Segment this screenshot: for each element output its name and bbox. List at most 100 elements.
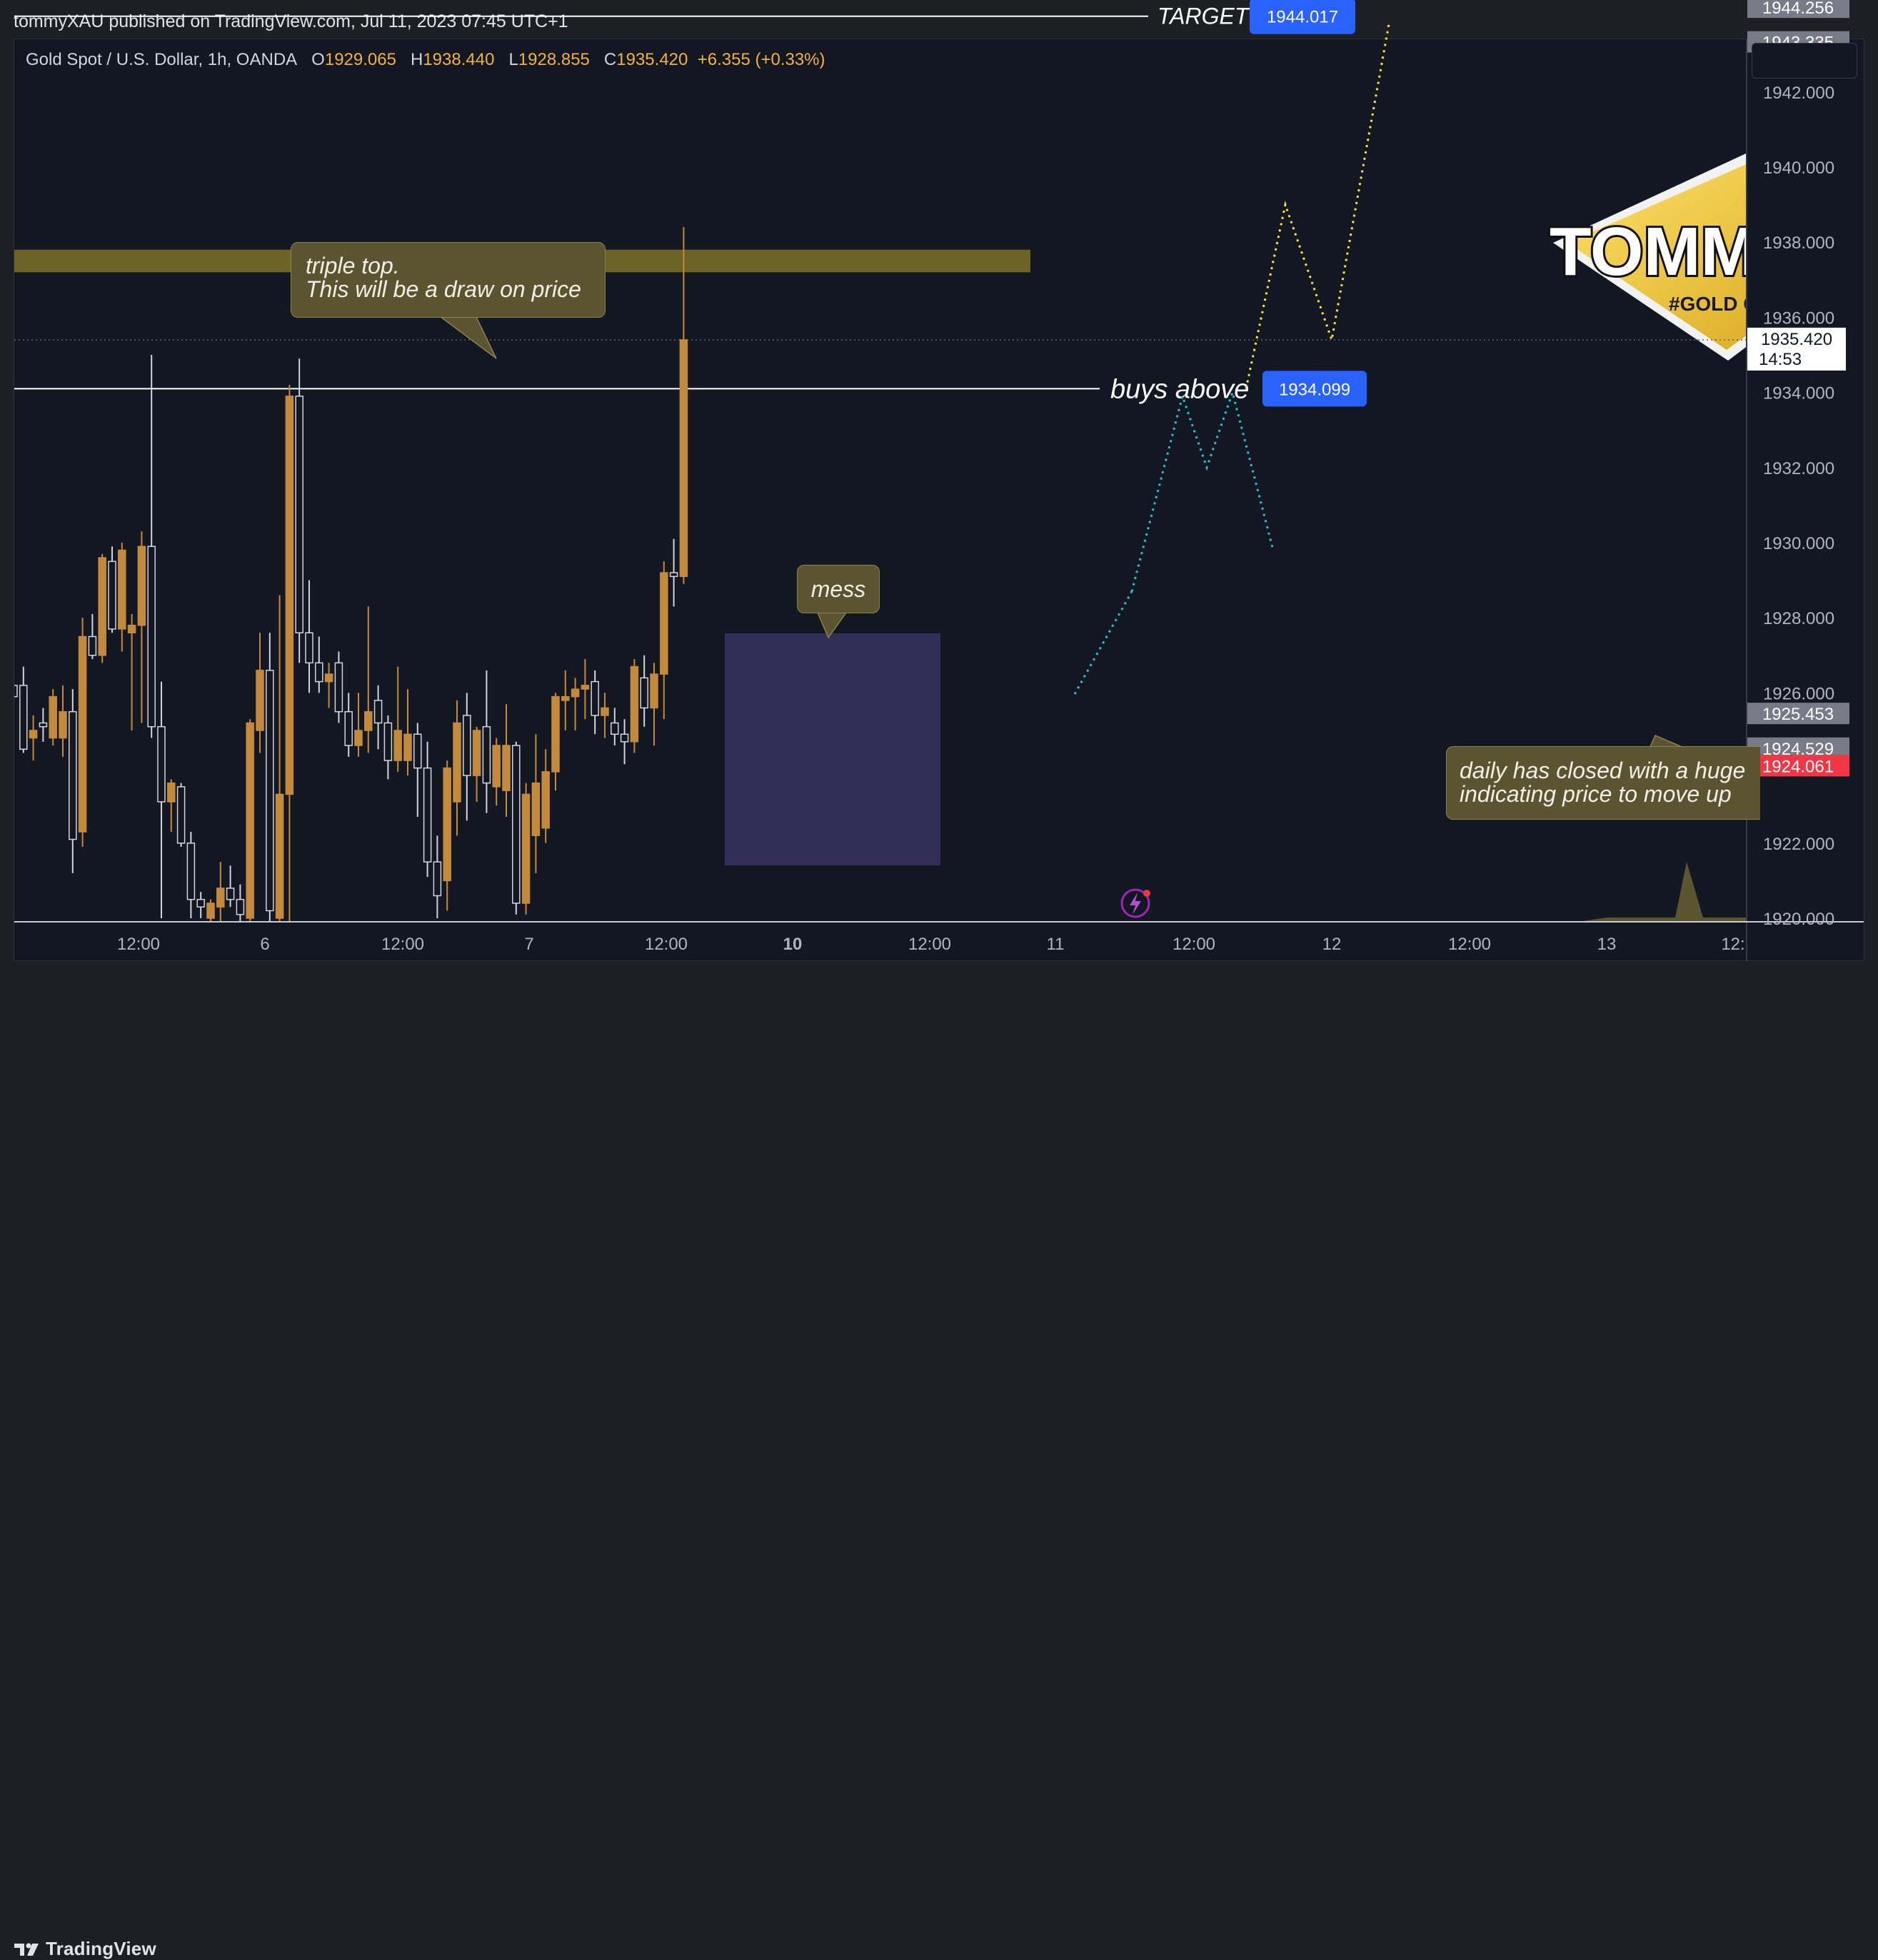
- candle[interactable]: [472, 726, 481, 802]
- candle[interactable]: [256, 633, 264, 753]
- daily-close-line2: indicating price to move up: [1460, 781, 1732, 807]
- candle-body: [256, 670, 264, 731]
- candle[interactable]: [669, 538, 678, 607]
- candle[interactable]: [137, 531, 146, 723]
- price-axis-labels: 1945.1131944.2561943.3351925.4531924.529…: [1747, 0, 1849, 777]
- candle[interactable]: [561, 670, 570, 730]
- candle[interactable]: [393, 666, 402, 772]
- candle[interactable]: [531, 734, 541, 873]
- candle[interactable]: [10, 663, 18, 708]
- candle[interactable]: [492, 738, 501, 806]
- symbol-name[interactable]: Gold Spot / U.S. Dollar, 1h, OANDA: [26, 50, 298, 69]
- time-tick: 12:00: [1173, 935, 1215, 954]
- candle-body: [601, 707, 609, 716]
- candle-body: [59, 710, 67, 739]
- candle[interactable]: [344, 693, 353, 757]
- candle[interactable]: [295, 358, 303, 663]
- daily-close-note[interactable]: daily has closed with a huge indicating …: [1446, 746, 1760, 820]
- candle[interactable]: [176, 783, 186, 848]
- candle[interactable]: [167, 779, 176, 833]
- candle[interactable]: [354, 693, 363, 757]
- candle[interactable]: [423, 741, 432, 878]
- candle[interactable]: [334, 651, 343, 723]
- candle[interactable]: [118, 543, 126, 652]
- axis-settings-box[interactable]: [1752, 43, 1857, 79]
- candle[interactable]: [236, 884, 245, 930]
- change-value: +6.355 (+0.33%): [697, 50, 825, 69]
- price-tick: 1930.000: [1763, 534, 1834, 553]
- candle[interactable]: [620, 719, 629, 765]
- target-price-text: 1944.017: [1267, 8, 1338, 27]
- candle[interactable]: [69, 689, 77, 873]
- candle[interactable]: [512, 741, 521, 915]
- price-tick: 1932.000: [1763, 459, 1834, 478]
- candle[interactable]: [581, 659, 590, 720]
- time-axis[interactable]: 12:00 6 12:00 7 12:00 10 12:00 11 12:00 12 12:00 13…: [117, 935, 1745, 954]
- countdown-text: 14:53: [1759, 350, 1802, 369]
- candle[interactable]: [98, 553, 106, 663]
- candle[interactable]: [403, 689, 412, 776]
- candle[interactable]: [364, 606, 373, 753]
- candle[interactable]: [453, 700, 461, 836]
- candle[interactable]: [226, 865, 235, 908]
- candle[interactable]: [640, 655, 648, 727]
- candle[interactable]: [59, 685, 67, 757]
- candle[interactable]: [433, 835, 442, 918]
- candle[interactable]: [19, 666, 28, 753]
- candle[interactable]: [39, 708, 48, 742]
- candle[interactable]: [29, 715, 38, 761]
- candle[interactable]: [324, 663, 333, 708]
- candle-body: [315, 662, 323, 683]
- candle[interactable]: [373, 685, 383, 750]
- candle[interactable]: [611, 708, 619, 746]
- candle[interactable]: [147, 355, 156, 738]
- candle[interactable]: [157, 681, 166, 918]
- candle-body: [679, 339, 688, 578]
- candle[interactable]: [88, 613, 97, 660]
- candle-body: [39, 722, 48, 728]
- candle[interactable]: [660, 561, 668, 720]
- candle[interactable]: [78, 618, 87, 848]
- triple-top-note[interactable]: triple top. This will be a draw on price: [291, 242, 606, 318]
- candle[interactable]: [521, 783, 531, 915]
- candle[interactable]: [551, 693, 560, 791]
- candle[interactable]: [650, 663, 658, 746]
- candle[interactable]: [246, 719, 254, 933]
- candle-body: [167, 782, 176, 803]
- candle[interactable]: [443, 760, 451, 911]
- candle-body: [433, 861, 442, 897]
- candle[interactable]: [315, 636, 323, 693]
- candle[interactable]: [216, 862, 225, 925]
- candle[interactable]: [601, 693, 609, 738]
- tradingview-brand[interactable]: TradingView: [13, 1938, 156, 1960]
- candle[interactable]: [413, 723, 422, 817]
- candle[interactable]: [305, 580, 313, 693]
- candle[interactable]: [266, 633, 274, 922]
- candle[interactable]: [186, 832, 196, 918]
- candle-body: [137, 546, 146, 626]
- candle[interactable]: [285, 385, 294, 925]
- candle-body: [630, 665, 639, 743]
- time-tick: 13: [1597, 935, 1617, 954]
- price-tag-text-gray_1: 1944.256: [1762, 0, 1834, 18]
- tommy-logo: TOMMY #GOLD GA: [1547, 154, 1747, 361]
- candle[interactable]: [502, 704, 511, 817]
- price-axis[interactable]: 1946.0001942.0001940.0001938.0001936.000…: [1763, 0, 1834, 929]
- candle[interactable]: [591, 670, 599, 735]
- candle[interactable]: [196, 892, 205, 918]
- lightning-icon[interactable]: [1120, 888, 1150, 918]
- candle[interactable]: [482, 670, 491, 813]
- candle[interactable]: [108, 546, 116, 633]
- candle[interactable]: [679, 227, 688, 584]
- mess-note[interactable]: mess: [797, 565, 880, 613]
- candle[interactable]: [49, 689, 57, 746]
- candle[interactable]: [541, 749, 550, 843]
- chart-canvas[interactable]: TOMMY #GOLD GA TARGET 1944.017 buys above 1…: [0, 0, 1878, 1012]
- candle[interactable]: [571, 678, 580, 730]
- candle[interactable]: [275, 595, 284, 933]
- candle[interactable]: [127, 613, 136, 730]
- candle[interactable]: [630, 659, 639, 753]
- candle[interactable]: [463, 693, 471, 821]
- candle[interactable]: [383, 715, 393, 780]
- candle-body: [669, 572, 678, 578]
